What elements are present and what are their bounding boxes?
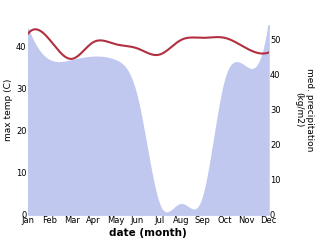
Y-axis label: med. precipitation
(kg/m2): med. precipitation (kg/m2) — [294, 68, 314, 151]
X-axis label: date (month): date (month) — [109, 228, 187, 238]
Y-axis label: max temp (C): max temp (C) — [4, 78, 13, 141]
